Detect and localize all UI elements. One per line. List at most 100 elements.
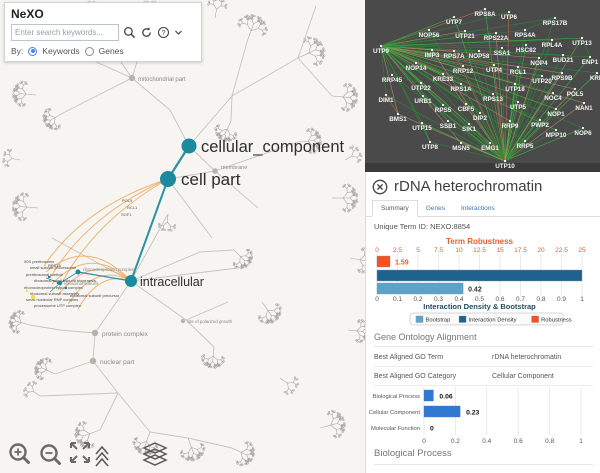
- zoom-out-button[interactable]: [40, 444, 61, 465]
- network-node-cellular-component[interactable]: cellular_component: [181, 138, 345, 156]
- gene-node-KRE33[interactable]: KRE33: [433, 72, 454, 83]
- gene-node-IMP3[interactable]: IMP3: [425, 48, 440, 59]
- gene-node-SIK1[interactable]: SIK1: [462, 122, 476, 133]
- gene-node-RRP12[interactable]: RRP12: [453, 64, 474, 75]
- search-icon[interactable]: [123, 26, 136, 39]
- network-node-site-of-polarized-growth[interactable]: site of polarized growth: [180, 318, 233, 324]
- zoom-in-button[interactable]: [9, 443, 30, 464]
- gene-node-PWP2[interactable]: PWP2: [531, 118, 549, 129]
- gene-node-UTP6[interactable]: UTP6: [501, 10, 518, 21]
- gene-node-RPS1A[interactable]: RPS1A: [451, 82, 472, 93]
- gene-node-MSN5[interactable]: MSN5: [452, 141, 470, 152]
- collapse-chevrons-icon[interactable]: [95, 445, 109, 467]
- gene-node-RRP45[interactable]: RRP45: [382, 73, 403, 84]
- gene-node-UTP4[interactable]: UTP4: [486, 63, 503, 74]
- network-node-nuclear-part[interactable]: nuclear part: [89, 357, 135, 366]
- network-node-cell-part[interactable]: cell part: [160, 170, 241, 189]
- gene-node-RPS7A[interactable]: RPS7A: [444, 49, 465, 60]
- network-node-ribonucleoprotein-complex[interactable]: ribonucleoprotein complex: [75, 267, 136, 275]
- gene-node-UTP9[interactable]: UTP9: [373, 44, 390, 55]
- radio-genes-label[interactable]: Genes: [98, 46, 124, 56]
- svg-text:ribonucleoprotein export compl: ribonucleoprotein export complex: [24, 285, 83, 290]
- search-input[interactable]: [11, 24, 119, 41]
- gene-node-RPL4A[interactable]: RPL4A: [542, 38, 563, 49]
- chevron-down-icon[interactable]: [174, 28, 183, 37]
- gene-node-BUD21[interactable]: BUD21: [553, 53, 574, 64]
- gene-node-RPS8A[interactable]: RPS8A: [475, 7, 496, 18]
- network-node-protein-complex[interactable]: protein complex: [91, 329, 149, 338]
- gene-node-UTP8[interactable]: UTP8: [422, 140, 439, 151]
- radio-genes[interactable]: [84, 46, 94, 56]
- gene-node-UTP7[interactable]: UTP7: [446, 15, 463, 26]
- gene-node-BMS1[interactable]: BMS1: [389, 112, 407, 123]
- gene-node-NOP14[interactable]: NOP14: [406, 61, 427, 72]
- gene-node-UTP22[interactable]: UTP22: [411, 81, 431, 92]
- gene-node-UTP10[interactable]: UTP10: [495, 159, 515, 170]
- tab-summary[interactable]: Summary: [372, 200, 418, 217]
- gene-node-RPS13[interactable]: RPS13: [483, 92, 503, 103]
- gene-node-RPS9B[interactable]: RPS9B: [552, 71, 573, 82]
- gene-node-SSB1[interactable]: SSB1: [440, 119, 457, 130]
- gene-node-URB1[interactable]: URB1: [414, 94, 432, 105]
- gene-node-RRP5[interactable]: RRP5: [517, 139, 534, 150]
- gene-node-SSA1[interactable]: SSA1: [494, 46, 511, 57]
- gene-node-RRP9[interactable]: RRP9: [502, 119, 519, 130]
- network-node-membrane[interactable]: membrane: [212, 165, 247, 174]
- close-circle-icon[interactable]: [372, 179, 388, 195]
- svg-text:preribosomal particle: preribosomal particle: [26, 272, 64, 277]
- gene-node-HSC82[interactable]: HSC82: [516, 43, 537, 54]
- svg-text:UTP4: UTP4: [486, 67, 503, 74]
- gene-node-UTP13[interactable]: UTP13: [572, 36, 592, 47]
- svg-text:0: 0: [430, 426, 434, 433]
- gene-node-NOP58[interactable]: NOP58: [469, 49, 490, 60]
- svg-text:0.06: 0.06: [439, 394, 452, 401]
- refresh-icon[interactable]: [140, 26, 153, 39]
- gene-node-RPS4A[interactable]: RPS4A: [515, 28, 536, 39]
- svg-text:0.23: 0.23: [466, 410, 479, 417]
- gene-node-UTP18[interactable]: UTP18: [505, 82, 525, 93]
- gene-node-RCL1[interactable]: RCL1: [510, 65, 527, 76]
- gene-node-EMG1[interactable]: EMG1: [481, 141, 499, 152]
- gene-node-RPS5[interactable]: RPS5: [435, 103, 452, 114]
- help-icon[interactable]: ?: [157, 26, 170, 39]
- gene-node-CBF5[interactable]: CBF5: [458, 102, 475, 113]
- unique-term-id: Unique Term ID: NEXO:8854: [374, 222, 471, 231]
- tab-interactions[interactable]: Interactions: [460, 205, 495, 212]
- gene-node-NOP4[interactable]: NOP4: [530, 56, 548, 67]
- gene-node-KRI1[interactable]: KRI1: [590, 71, 600, 82]
- svg-text:intracellular: intracellular: [140, 275, 204, 289]
- go-category-label: Best Aligned GO Category: [374, 373, 457, 380]
- svg-text:0.6: 0.6: [495, 296, 504, 303]
- gene-node-RPS17B[interactable]: RPS17B: [543, 16, 568, 27]
- svg-text:ribosomal small subunit biogen: ribosomal small subunit biogenesis: [34, 278, 96, 283]
- gene-node-RPS22A[interactable]: RPS22A: [484, 31, 509, 42]
- gene-node-UTP21[interactable]: UTP21: [455, 29, 475, 40]
- network-node-ribosomal-subunit[interactable]: ribosomal subunit: [57, 280, 99, 286]
- gene-node-UTP5[interactable]: UTP5: [510, 100, 527, 111]
- gene-node-UTP15[interactable]: UTP15: [412, 121, 432, 132]
- network-node-mitochondrial-part[interactable]: mitochondrial part: [128, 74, 186, 83]
- gene-node-POL5[interactable]: POL5: [567, 87, 584, 98]
- network-node-intracellular[interactable]: intracellular: [125, 275, 204, 289]
- gene-node-DIM1[interactable]: DIM1: [378, 93, 394, 104]
- layers-button[interactable]: [142, 442, 168, 466]
- radio-keywords-label[interactable]: Keywords: [42, 46, 80, 56]
- svg-text:MSN5: MSN5: [452, 145, 470, 152]
- gene-node-ENP1[interactable]: ENP1: [582, 55, 599, 66]
- gene-node-MPP10[interactable]: MPP10: [546, 128, 567, 139]
- gene-interaction-canvas[interactable]: RPS8A UTP6 RPS17B UTP7 NOP56 UTP21 RPS22A RPS4A…: [365, 0, 600, 172]
- gene-node-NOC4[interactable]: NOC4: [544, 91, 562, 102]
- gene-node-DIP2[interactable]: DIP2: [473, 111, 487, 122]
- gene-node-UTP20[interactable]: UTP20: [532, 74, 552, 85]
- svg-text:cellular_component: cellular_component: [201, 138, 345, 156]
- svg-text:0.3: 0.3: [434, 296, 443, 303]
- fit-to-screen-button[interactable]: [70, 442, 90, 463]
- gene-node-NOP1[interactable]: NOP1: [547, 107, 565, 118]
- gene-node-NAN1[interactable]: NAN1: [575, 101, 593, 112]
- tab-genes[interactable]: Genes: [425, 205, 445, 212]
- gene-node-NOP56[interactable]: NOP56: [419, 28, 440, 39]
- radio-keywords[interactable]: [28, 46, 38, 56]
- gene-node-NOP6[interactable]: NOP6: [574, 126, 592, 137]
